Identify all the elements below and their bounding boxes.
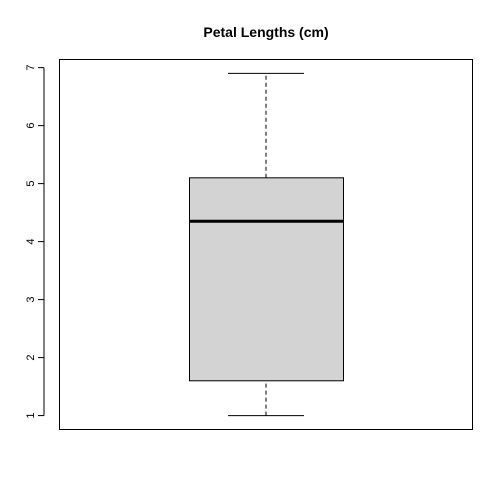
chart-title: Petal Lengths (cm) (203, 24, 328, 40)
y-tick-label: 2 (25, 355, 37, 361)
iqr-box (189, 177, 344, 382)
y-tick-label: 4 (25, 239, 37, 245)
y-tick-label: 5 (25, 181, 37, 187)
y-tick-label: 3 (25, 297, 37, 303)
y-tick-label: 6 (25, 123, 37, 129)
y-tick-label: 7 (25, 65, 37, 71)
box-series (189, 72, 344, 417)
plot-frame (59, 59, 473, 430)
y-tick-label: 1 (25, 413, 37, 419)
y-axis: 1 2 3 4 5 6 7 (25, 65, 45, 419)
